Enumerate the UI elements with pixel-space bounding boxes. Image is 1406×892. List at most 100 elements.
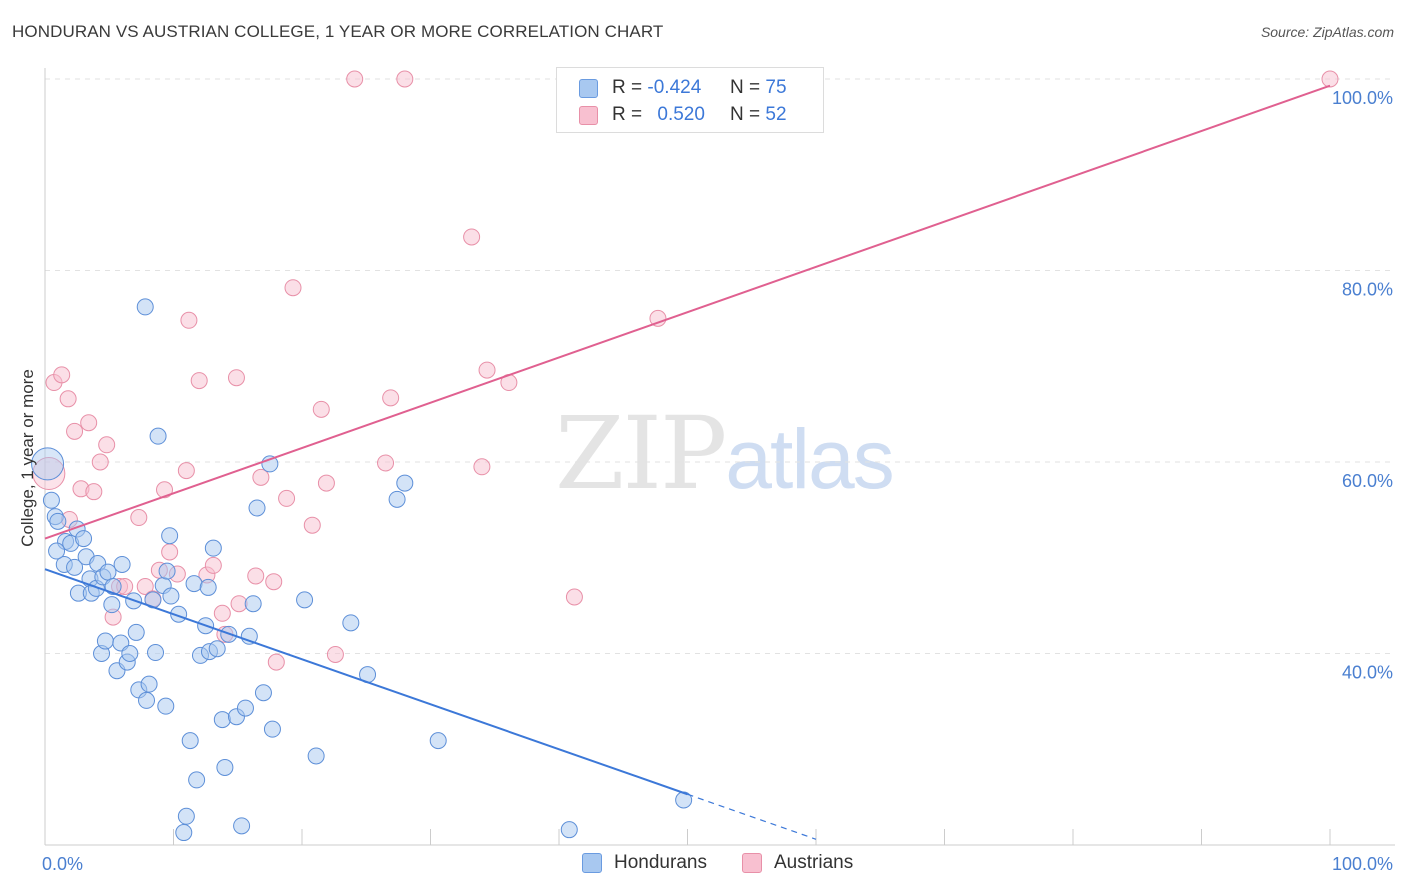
- axis-labels: 40.0% 60.0% 80.0% 100.0% 0.0% 100.0% College, …: [18, 88, 1393, 874]
- austrian-point: [565, 588, 583, 606]
- austrian-point: [396, 70, 414, 88]
- hondurans-trend-extension: [687, 793, 817, 840]
- honduran-point: [127, 623, 145, 641]
- legend-r-value-austrians: 0.520: [657, 104, 705, 125]
- austrian-point: [180, 311, 198, 329]
- austrian-point: [326, 645, 344, 663]
- austrian-point: [377, 454, 395, 472]
- austrian-point: [247, 567, 265, 585]
- austrian-point: [252, 468, 270, 486]
- honduran-point: [429, 732, 447, 750]
- honduran-point: [181, 732, 199, 750]
- austrian-point: [66, 422, 84, 440]
- honduran-point: [157, 697, 175, 715]
- austrian-point: [190, 372, 208, 390]
- honduran-point: [31, 447, 65, 481]
- axes: [44, 68, 1395, 846]
- austrian-point: [312, 400, 330, 418]
- austrian-point: [230, 595, 248, 613]
- honduran-point: [113, 555, 131, 573]
- austrians-trend-line: [44, 84, 1331, 540]
- honduran-point: [188, 771, 206, 789]
- x-tick-label-max: 100.0%: [1332, 854, 1393, 874]
- legend-r-label: R =: [612, 77, 643, 98]
- austrian-point: [1321, 70, 1339, 88]
- grid-lines: [45, 78, 1395, 654]
- legend-swatch-hondurans: [582, 853, 602, 873]
- austrian-point: [98, 436, 116, 454]
- austrian-point: [80, 414, 98, 432]
- honduran-point: [103, 596, 121, 614]
- honduran-point: [75, 530, 93, 548]
- honduran-point: [254, 684, 272, 702]
- honduran-point: [104, 577, 122, 595]
- austrian-point: [303, 516, 321, 534]
- austrian-point: [177, 462, 195, 480]
- honduran-point: [177, 807, 195, 825]
- honduran-point: [175, 824, 193, 842]
- austrian-point: [382, 389, 400, 407]
- chart-title: HONDURAN VS AUSTRIAN COLLEGE, 1 YEAR OR …: [12, 22, 664, 41]
- legend-label-hondurans: Hondurans: [614, 852, 707, 873]
- honduran-point: [233, 817, 251, 835]
- austrian-point: [59, 390, 77, 408]
- austrian-point: [32, 456, 66, 490]
- austrian-point: [473, 458, 491, 476]
- honduran-point: [48, 542, 66, 560]
- legend-item-austrians[interactable]: Austrians: [742, 852, 853, 874]
- legend-row-austrians: R = 0.520 N = 52: [557, 101, 787, 129]
- legend-swatch-hondurans: [579, 78, 598, 98]
- y-tick-label: 40.0%: [1342, 663, 1393, 683]
- hondurans-trend-line: [44, 568, 688, 796]
- trend-lines: [44, 84, 1331, 840]
- honduran-point: [236, 699, 254, 717]
- honduran-point: [244, 595, 262, 613]
- honduran-point: [263, 720, 281, 738]
- legend-n-label: N =: [730, 104, 761, 125]
- austrian-point: [91, 453, 109, 471]
- austrian-point: [317, 474, 335, 492]
- austrian-point: [265, 573, 283, 591]
- honduran-point: [158, 562, 176, 580]
- honduran-point: [138, 691, 156, 709]
- honduran-point: [162, 587, 180, 605]
- austrian-point: [85, 483, 103, 501]
- legend-item-hondurans[interactable]: Hondurans: [582, 852, 707, 874]
- austrian-point: [136, 577, 154, 595]
- honduran-point: [213, 711, 231, 729]
- honduran-point: [136, 298, 154, 316]
- legend-swatch-austrians: [742, 853, 762, 873]
- austrians-series: [32, 70, 1339, 671]
- y-axis-title: College, 1 year or more: [18, 369, 37, 547]
- austrian-point: [227, 369, 245, 387]
- y-tick-label: 80.0%: [1342, 280, 1393, 300]
- legend-r-label: R =: [612, 104, 643, 125]
- honduran-point: [199, 578, 217, 596]
- honduran-point: [96, 632, 114, 650]
- honduran-point: [248, 499, 266, 517]
- honduran-point: [296, 591, 314, 609]
- austrian-point: [284, 279, 302, 297]
- x-tick-label-min: 0.0%: [42, 854, 83, 874]
- honduran-point: [140, 675, 158, 693]
- honduran-point: [216, 758, 234, 776]
- honduran-point: [185, 575, 203, 593]
- honduran-point: [560, 821, 578, 839]
- legend-n-value-austrians: 52: [765, 104, 787, 125]
- honduran-point: [208, 640, 226, 658]
- legend-label-austrians: Austrians: [774, 852, 854, 873]
- austrian-point: [130, 509, 148, 527]
- austrian-point: [156, 481, 174, 499]
- y-tick-label: 60.0%: [1342, 471, 1393, 491]
- honduran-point: [66, 558, 84, 576]
- austrian-point: [267, 653, 285, 671]
- austrian-point: [346, 70, 364, 88]
- legend-r-value-hondurans: -0.424: [647, 77, 702, 98]
- source-credit: Source: ZipAtlas.com: [1260, 24, 1394, 40]
- austrian-point: [463, 228, 481, 246]
- austrian-point: [213, 604, 231, 622]
- hondurans-series: [31, 298, 693, 842]
- watermark-zip: ZIP: [555, 395, 727, 512]
- correlation-legend: R = -0.424 N = 75 R = 0.520 N = 52: [556, 67, 824, 133]
